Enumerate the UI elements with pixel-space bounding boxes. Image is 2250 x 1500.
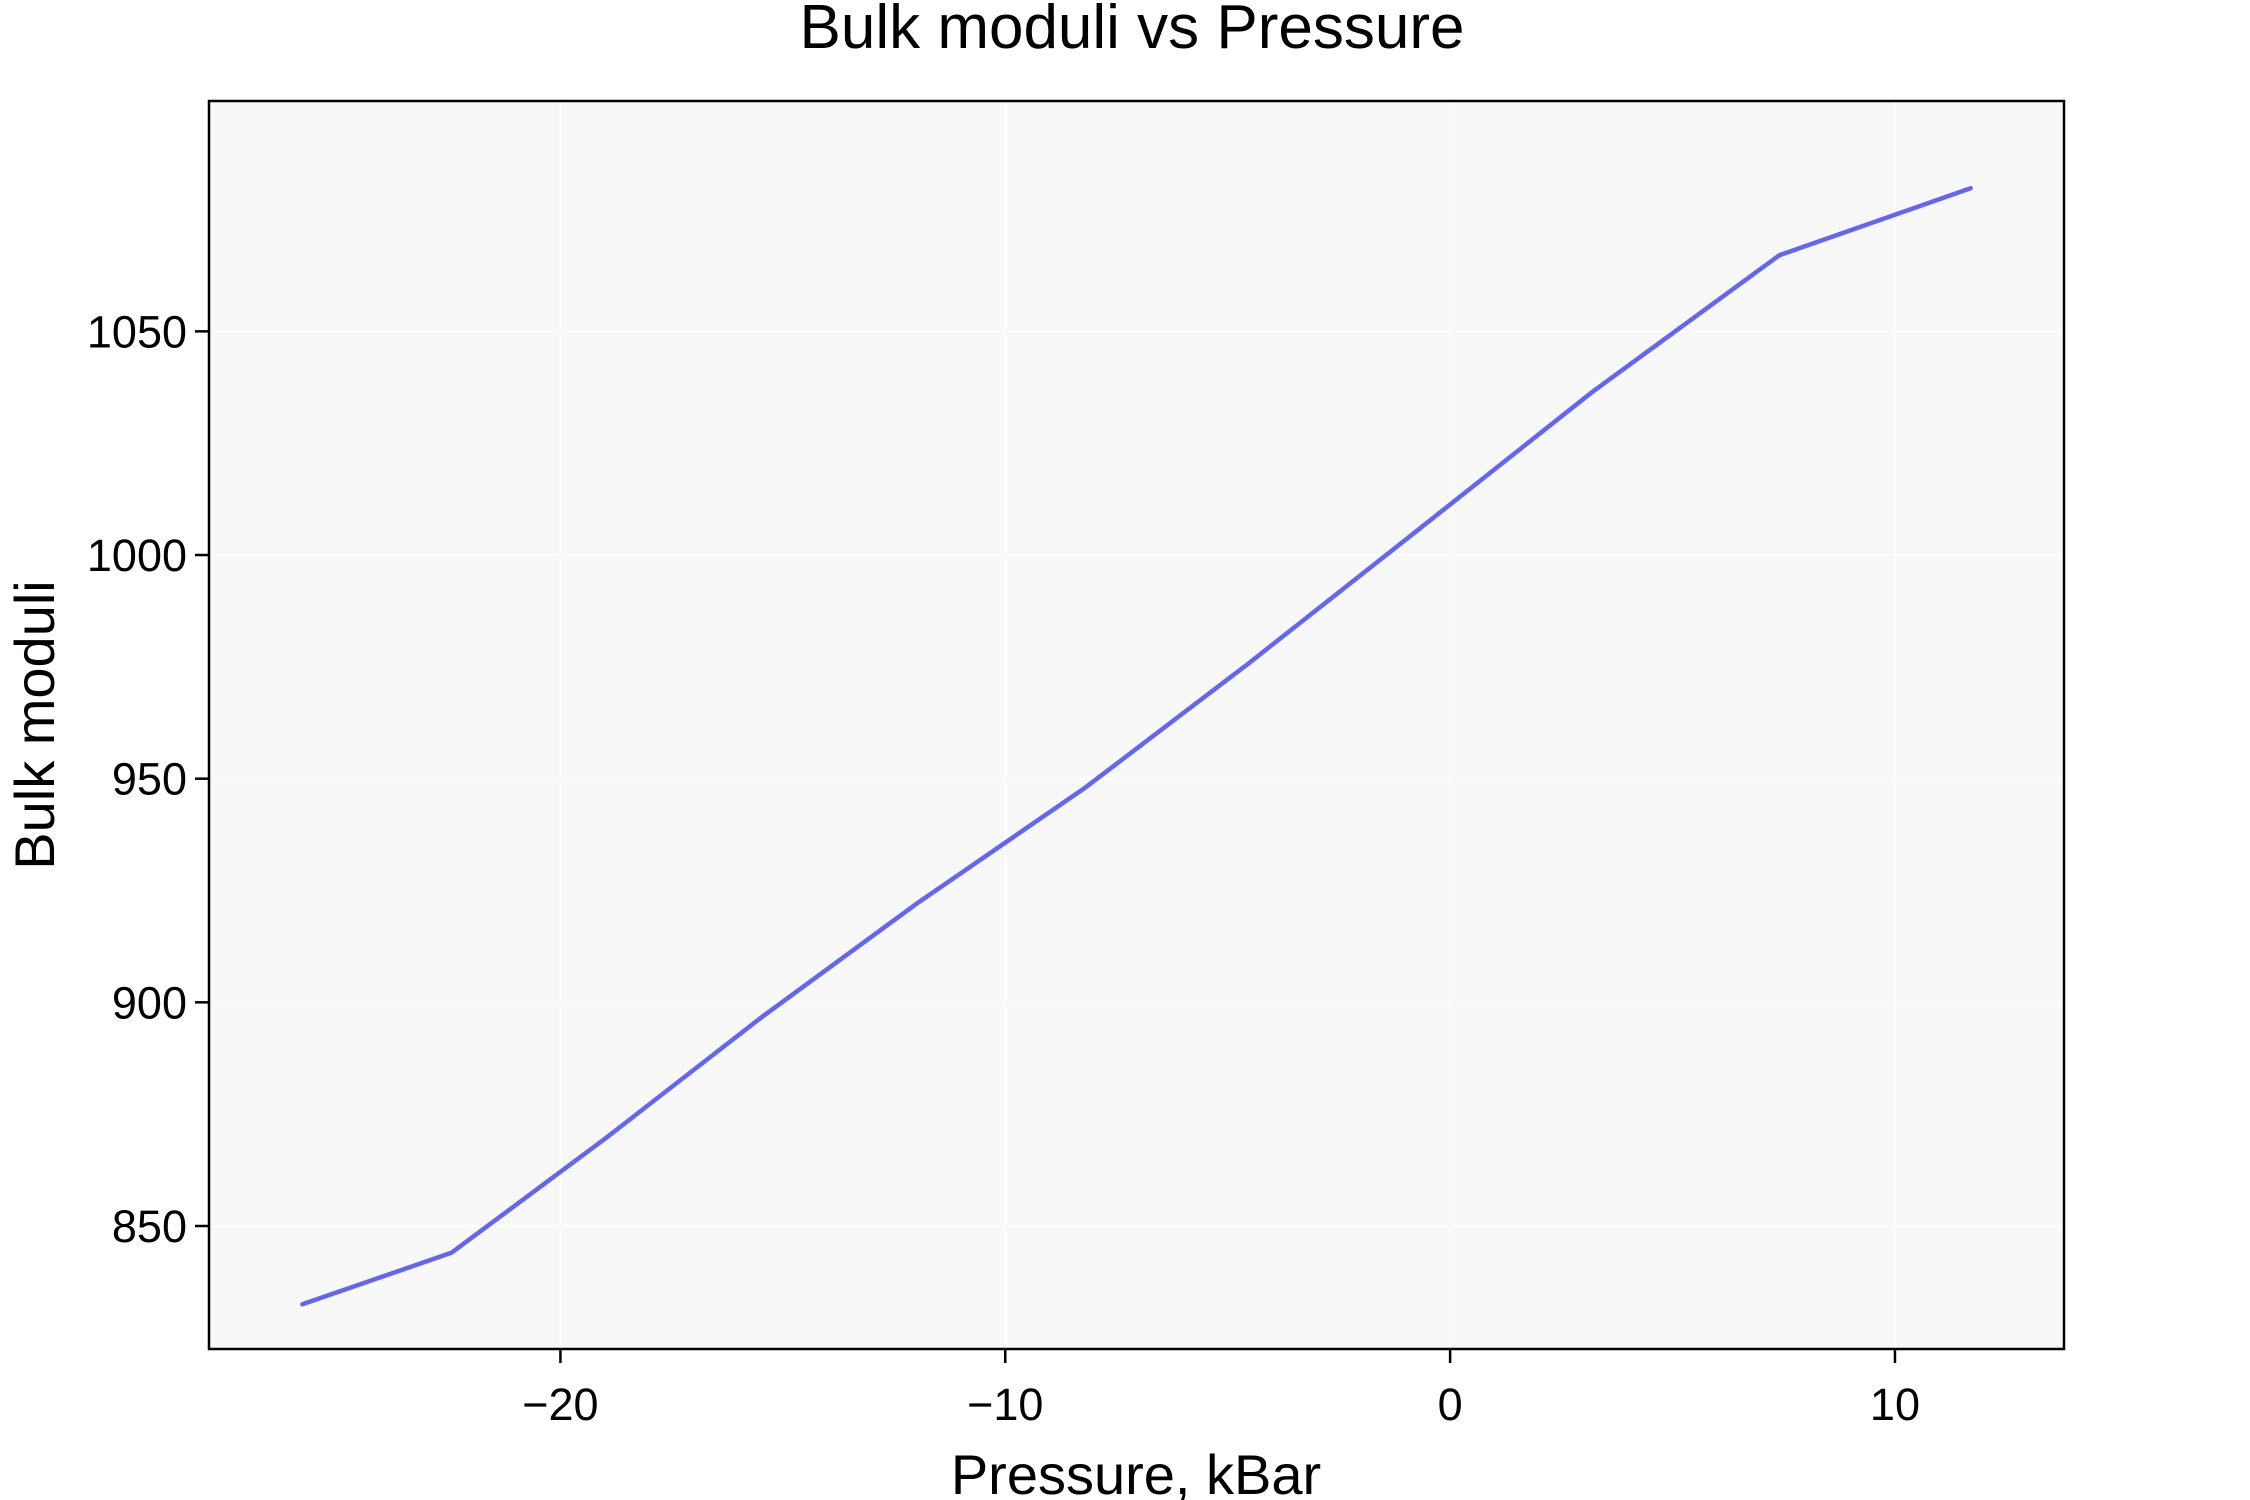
chart-title: Bulk moduli vs Pressure: [799, 0, 1464, 62]
series-layer: [300, 185, 1973, 1307]
plot-area: [209, 101, 2064, 1349]
y-axis-label: Bulk moduli: [3, 580, 66, 869]
y-tick-label: 850: [112, 1201, 187, 1252]
x-tick-label: 0: [1438, 1379, 1463, 1430]
y-tick-label: 950: [112, 754, 187, 805]
series-line: [300, 185, 1973, 1307]
plot-frame: [207, 99, 2066, 1351]
x-tick-label: −20: [522, 1379, 598, 1430]
x-axis: −20 −10 0 10: [522, 1349, 1920, 1430]
x-tick-label: −10: [967, 1379, 1043, 1430]
y-tick-label: 1050: [87, 306, 187, 357]
y-tick-label: 1000: [87, 530, 187, 581]
y-axis: 850 900 950 1000 1050: [87, 306, 209, 1252]
grid: [209, 101, 2064, 1349]
x-axis-label: Pressure, kBar: [951, 1443, 1321, 1500]
y-tick-label: 900: [112, 977, 187, 1028]
x-tick-label: 10: [1870, 1379, 1920, 1430]
